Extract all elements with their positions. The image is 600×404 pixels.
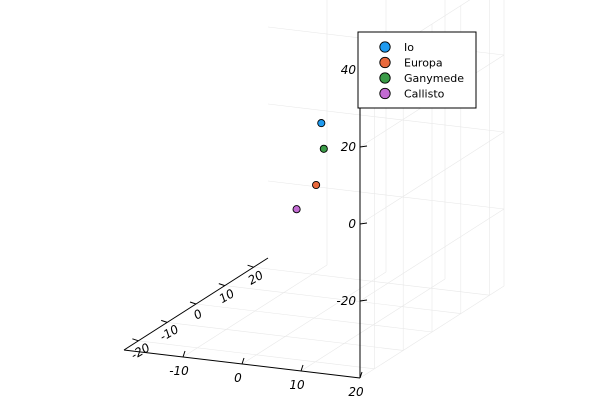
y-tick: [218, 283, 225, 287]
legend-label-europa: Europa: [404, 57, 443, 70]
z-tick-label: 0: [348, 217, 356, 231]
legend-label-callisto: Callisto: [404, 88, 445, 101]
z-tick-label: -20: [336, 294, 356, 308]
x-tick: [359, 371, 363, 379]
z-tick: [359, 145, 368, 148]
z-tick-label: 40: [341, 63, 357, 77]
y-tick-label: -20: [128, 340, 152, 362]
x-tick-label: 10: [289, 378, 305, 392]
y-tick-label: 20: [245, 268, 266, 288]
x-tick: [300, 364, 304, 372]
legend-label-ganymede: Ganymede: [404, 72, 464, 85]
point-layer: [292, 119, 328, 214]
legend: Io Europa Ganymede Callisto: [357, 31, 477, 109]
legend-marker-ganymede: [379, 72, 391, 84]
grid-line-z-side: [359, 131, 505, 225]
axis-layer: [123, 68, 368, 379]
y-tick-label: -10: [157, 322, 181, 344]
y-tick-label: 10: [217, 286, 238, 306]
y-tick: [247, 264, 254, 268]
z-tick: [359, 299, 368, 302]
grid-line-z-back: [267, 103, 505, 133]
y-tick: [189, 301, 197, 305]
legend-marker-io: [379, 41, 391, 53]
y-tick: [161, 319, 168, 323]
grid-line-y-floor: [195, 303, 433, 333]
x-tick-label: 20: [348, 385, 364, 399]
grid-line-z-back: [267, 180, 505, 210]
x-tick-label: -10: [169, 364, 189, 378]
legend-marker-callisto: [379, 87, 391, 100]
point-callisto: [292, 205, 301, 214]
x-tick-label: 0: [234, 371, 242, 385]
grid-line-y-floor: [253, 266, 490, 296]
point-europa: [312, 180, 321, 190]
grid-line-y-floor: [224, 285, 461, 314]
legend-box: [357, 31, 477, 109]
z-tick-label: 20: [341, 140, 357, 154]
x-tick: [182, 350, 186, 358]
grid-line-z-side: [359, 208, 505, 302]
x-tick: [241, 357, 245, 365]
legend-label-io: Io: [404, 41, 414, 54]
z-tick: [359, 222, 368, 225]
grid-line-y-floor: [138, 340, 375, 370]
point-ganymede: [319, 144, 328, 153]
y-tick: [132, 338, 139, 342]
y-tick-label: 0: [191, 306, 205, 322]
point-io: [317, 119, 326, 128]
grid-line-y-floor: [167, 322, 404, 351]
legend-marker-europa: [379, 56, 391, 69]
